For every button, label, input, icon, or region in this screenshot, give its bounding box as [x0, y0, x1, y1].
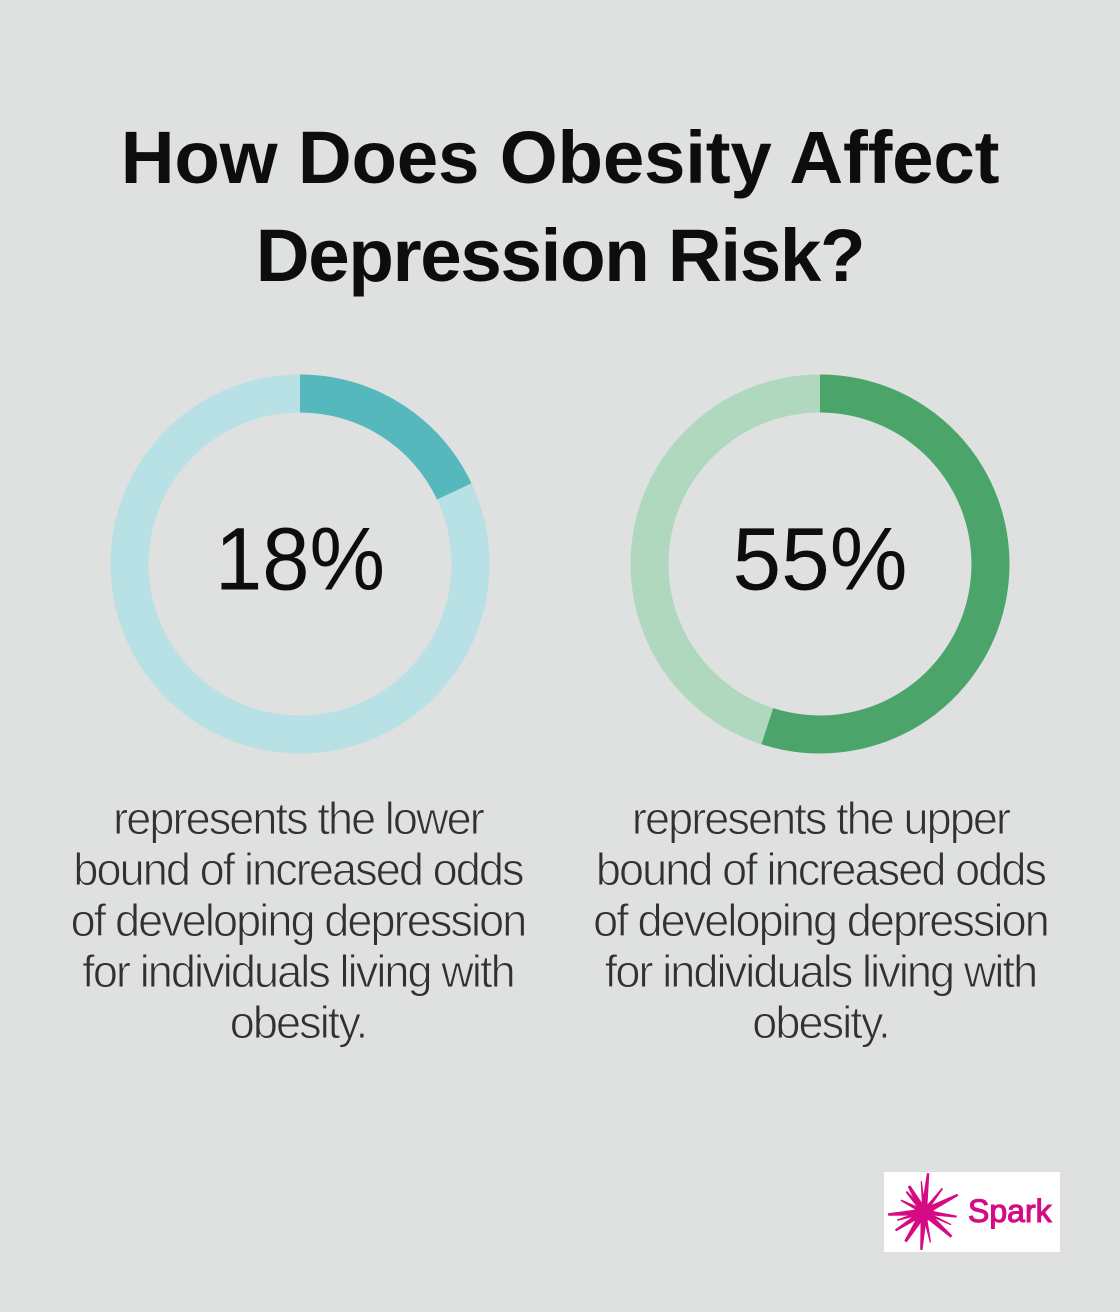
svg-text:Spark: Spark — [968, 1193, 1053, 1229]
svg-text:18%: 18% — [215, 509, 385, 609]
svg-text:55%: 55% — [733, 509, 908, 609]
